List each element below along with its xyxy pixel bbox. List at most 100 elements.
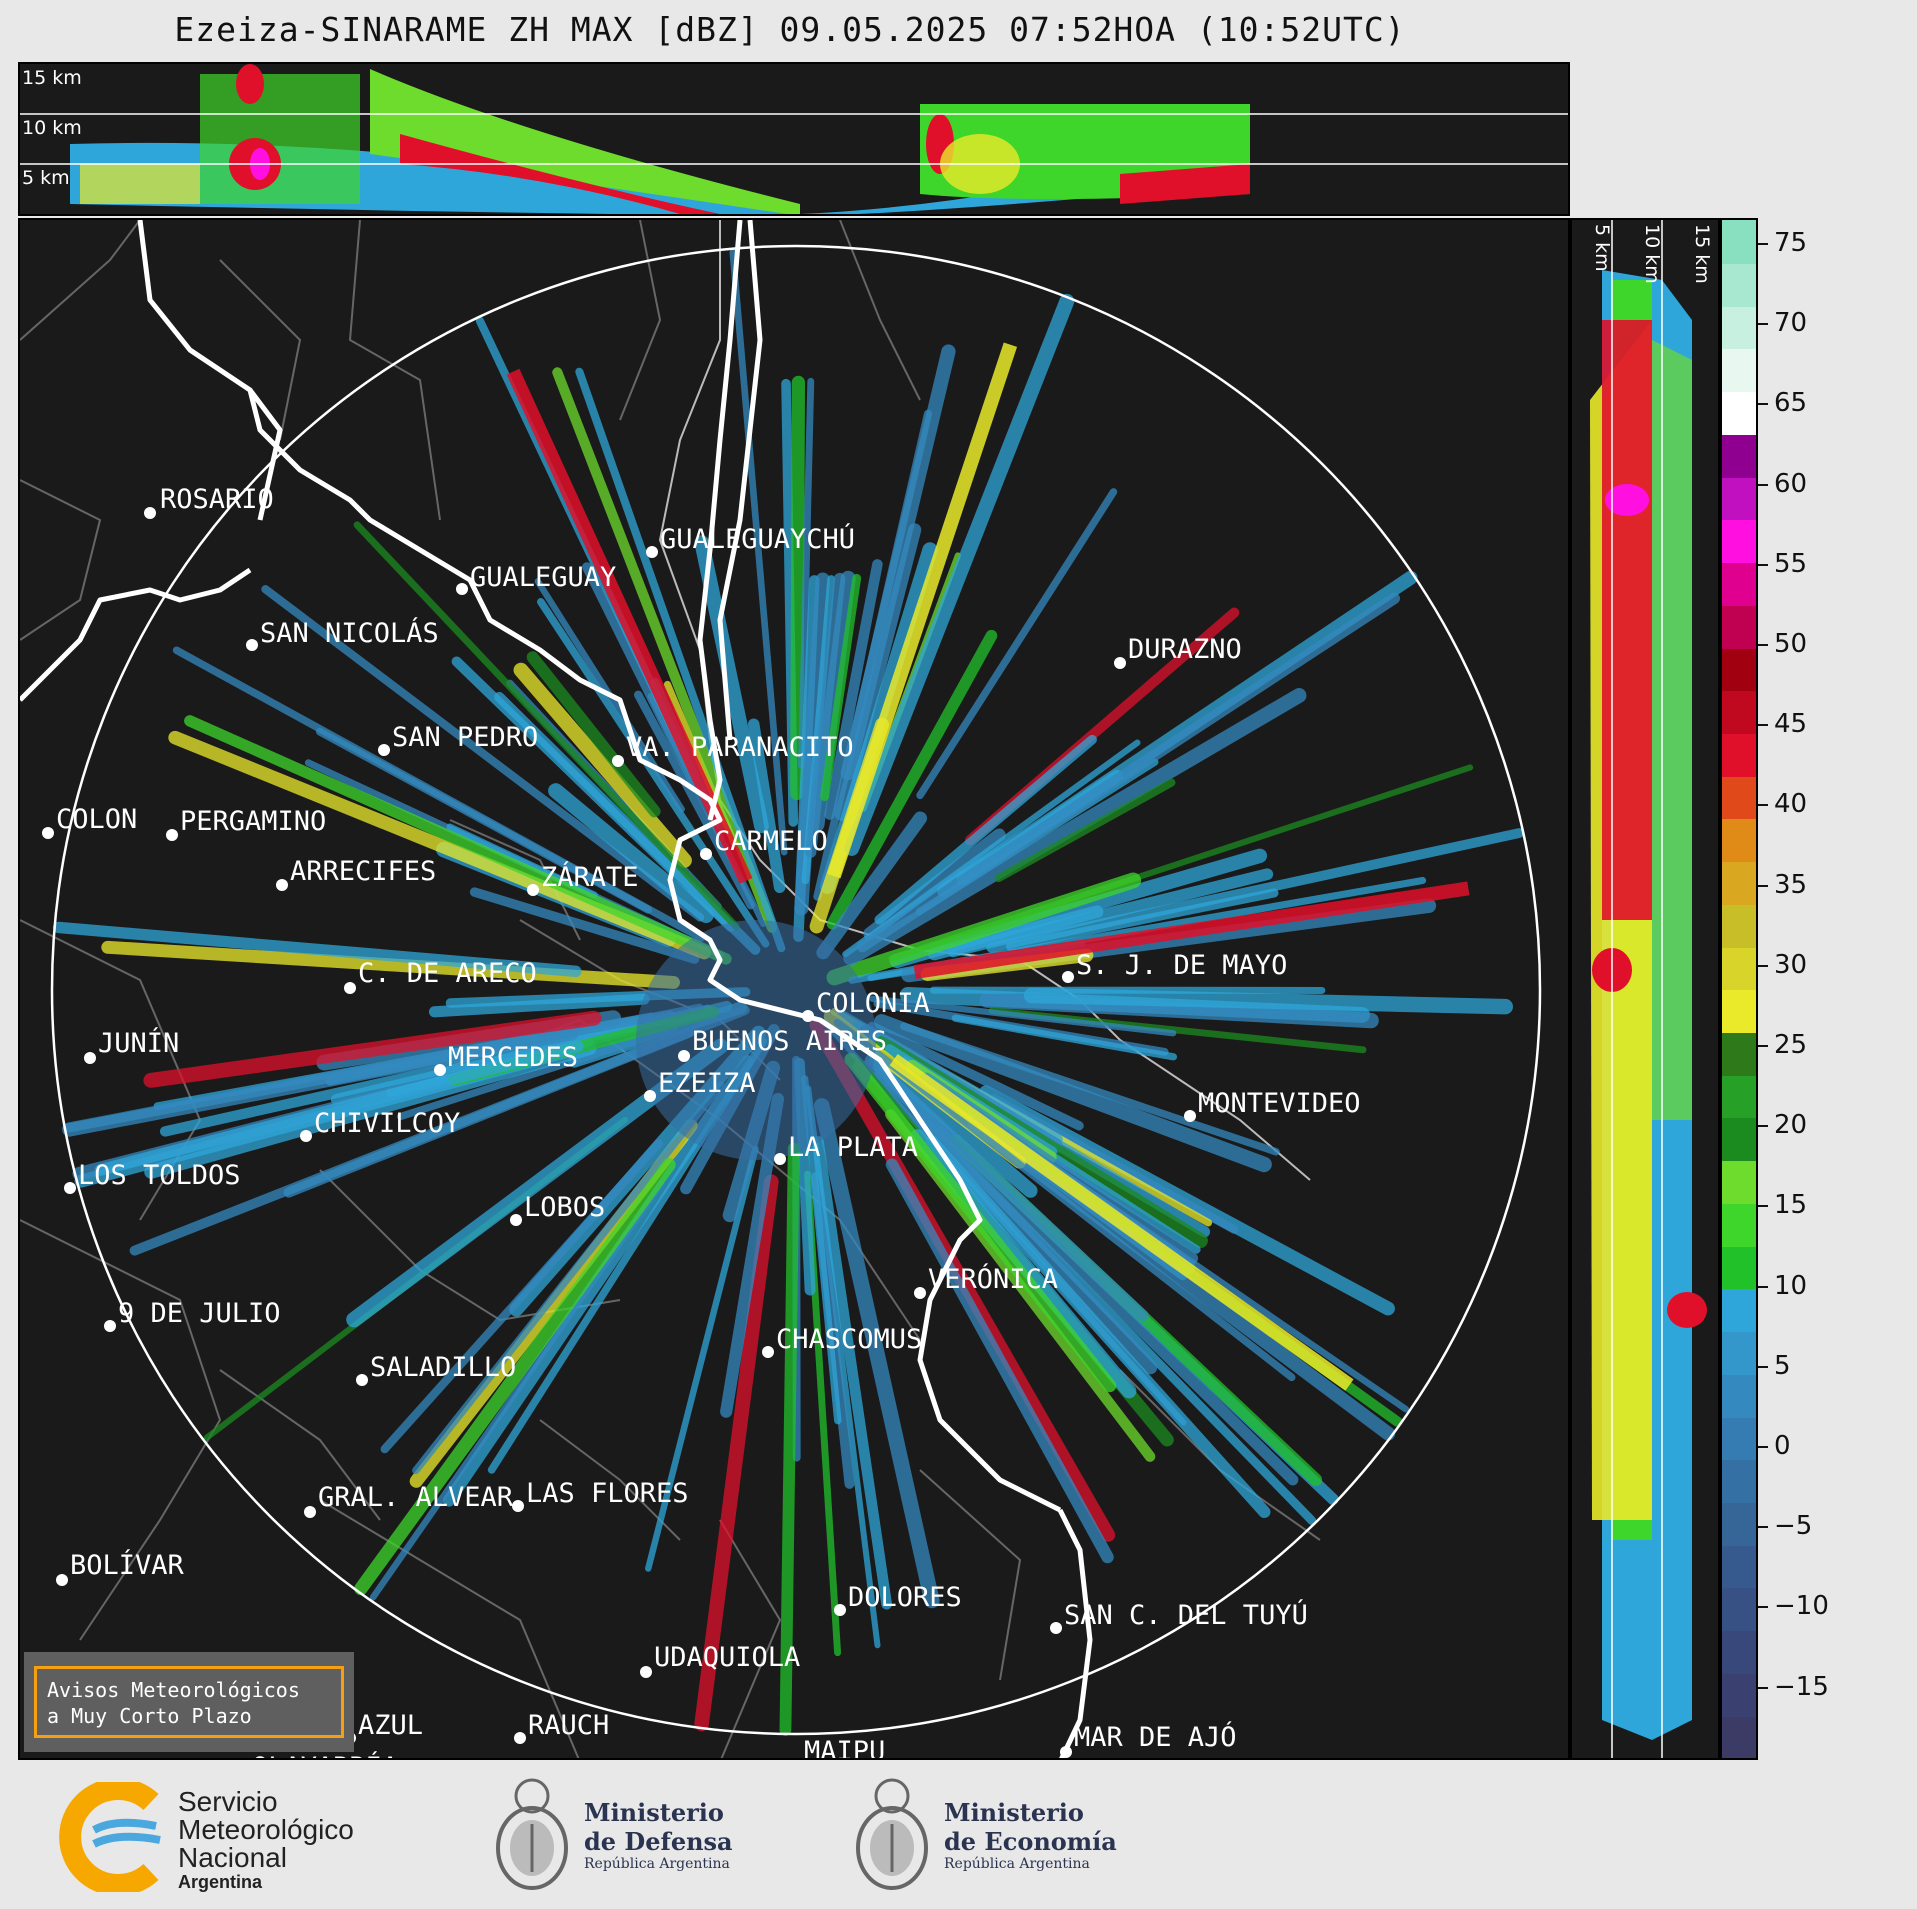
colorbar-segment xyxy=(1722,1159,1756,1204)
radar-map[interactable]: ROSARIO GUALEGUAYCHÚ GUALEGUAY SAN NICOLÁS D… xyxy=(18,218,1570,1760)
echo-ray xyxy=(694,1174,779,1732)
city-label: LOS TOLDOS xyxy=(78,1160,241,1191)
smn-line-3: Nacional xyxy=(178,1842,287,1873)
warning-box[interactable]: Avisos Meteorológicos a Muy Corto Plazo xyxy=(24,1652,354,1752)
city-label: DURAZNO xyxy=(1128,634,1242,665)
warning-line-2: a Muy Corto Plazo xyxy=(47,1704,252,1728)
city-label: RAUCH xyxy=(528,1710,609,1741)
colorbar-tick xyxy=(1758,1045,1768,1047)
echo-ray xyxy=(94,1040,584,1176)
echo-ray xyxy=(873,1014,1272,1173)
echo-ray xyxy=(261,585,705,922)
echo-ray xyxy=(813,1098,940,1609)
city-marker xyxy=(512,1500,524,1512)
city-label: VERÓNICA xyxy=(928,1263,1058,1295)
echo-ray xyxy=(184,715,732,965)
echo-ray xyxy=(820,573,862,801)
echo-ray xyxy=(729,249,788,856)
city-marker xyxy=(104,1320,116,1332)
colorbar-segment xyxy=(1722,1330,1756,1375)
top-level-label: 10 km xyxy=(22,117,82,139)
city-label: PERGAMINO xyxy=(180,806,326,837)
echo-ray xyxy=(826,629,998,930)
city-label: COLONIA xyxy=(816,988,930,1019)
echo-ray xyxy=(537,598,770,948)
city-label: LA PLATA xyxy=(788,1132,918,1163)
echo-ray xyxy=(925,1135,1271,1519)
smn-logo: Servicio Meteorológico Nacional Argentin… xyxy=(56,1782,396,1892)
colorbar-tick xyxy=(1758,1205,1768,1208)
echo-ray xyxy=(874,734,1097,925)
colorbar-tick xyxy=(1758,1526,1768,1529)
city-label: UDAQUIOLA xyxy=(654,1642,800,1673)
colorbar-tick-label: 15 xyxy=(1774,1190,1808,1221)
warning-box-inner: Avisos Meteorológicos a Muy Corto Plazo xyxy=(34,1666,344,1738)
city-marker xyxy=(678,1050,690,1062)
city-marker xyxy=(1050,1622,1062,1634)
city-label: 9 DE JULIO xyxy=(118,1298,281,1329)
colorbar-segment xyxy=(1722,1245,1756,1290)
echo-ray xyxy=(889,1054,1354,1391)
echo-ray xyxy=(916,488,1118,800)
colorbar-segment xyxy=(1722,1458,1756,1503)
colorbar-tick xyxy=(1758,1606,1768,1609)
city-label: MAIPU xyxy=(804,1736,885,1760)
colorbar-segment xyxy=(1722,1715,1756,1758)
city-marker xyxy=(64,1182,76,1194)
city-marker xyxy=(356,1374,368,1386)
echo-ray xyxy=(864,1054,1149,1322)
echo-ray xyxy=(824,559,883,820)
economia-logo: Ministerio de Economía República Argenti… xyxy=(852,1774,1132,1900)
top-cross-section-panel: 15 km 10 km 5 km xyxy=(18,62,1570,216)
echo-ray xyxy=(645,1145,759,1572)
city-label: GUALEGUAYCHÚ xyxy=(660,523,855,555)
city-label: SALADILLO xyxy=(370,1352,516,1383)
city-label: ROSARIO xyxy=(160,484,274,515)
colorbar-segment xyxy=(1722,604,1756,649)
echo-ray xyxy=(469,887,700,964)
colorbar xyxy=(1720,218,1758,1760)
city-marker xyxy=(640,1666,652,1678)
city-marker xyxy=(1114,657,1126,669)
echo-ray xyxy=(548,783,714,924)
colorbar-segment xyxy=(1722,1629,1756,1674)
echo-ray xyxy=(968,1117,1396,1441)
city-marker xyxy=(378,744,390,756)
colorbar-tick xyxy=(1758,724,1768,727)
echo-ray xyxy=(951,1014,1178,1061)
colorbar-tick-label: 55 xyxy=(1774,548,1808,579)
colorbar-segment xyxy=(1722,561,1756,606)
echo-ray xyxy=(552,367,778,933)
colorbar-tick-label: 0 xyxy=(1774,1431,1791,1461)
city-marker xyxy=(802,1010,814,1022)
colorbar-tick-label: 50 xyxy=(1774,629,1808,659)
city-label: LOBOS xyxy=(524,1192,605,1223)
city-marker xyxy=(84,1052,96,1064)
echo-ray xyxy=(1023,987,1513,1015)
colorbar-segment xyxy=(1722,262,1756,307)
city-marker xyxy=(774,1153,786,1165)
defensa-logo: Ministerio de Defensa República Argentin… xyxy=(492,1774,752,1900)
city-marker xyxy=(1060,1746,1072,1758)
rivers-and-coast xyxy=(20,220,1093,1758)
echo-ray xyxy=(913,881,1470,979)
city-marker xyxy=(246,639,258,651)
city-label: ARRECIFES xyxy=(290,856,436,887)
colorbar-segment xyxy=(1722,1031,1756,1076)
colorbar-segment xyxy=(1722,1117,1756,1162)
city-label: ZÁRATE xyxy=(541,861,639,893)
side-echo-band xyxy=(1590,270,1707,1740)
top-level-label: 5 km xyxy=(22,167,70,189)
echo-ray xyxy=(834,523,922,821)
echo-ray xyxy=(844,293,1075,856)
colorbar-segment xyxy=(1722,433,1756,478)
uruguay-coast xyxy=(658,220,1311,1181)
colorbar-tick-label: 45 xyxy=(1774,709,1808,740)
city-marker xyxy=(1062,971,1074,983)
city-marker xyxy=(514,1732,526,1744)
colorbar-segment xyxy=(1722,946,1756,991)
range-ring xyxy=(50,244,1542,1736)
city-marker xyxy=(646,546,658,558)
echo-ray xyxy=(634,690,755,910)
echo-ray xyxy=(790,375,805,801)
